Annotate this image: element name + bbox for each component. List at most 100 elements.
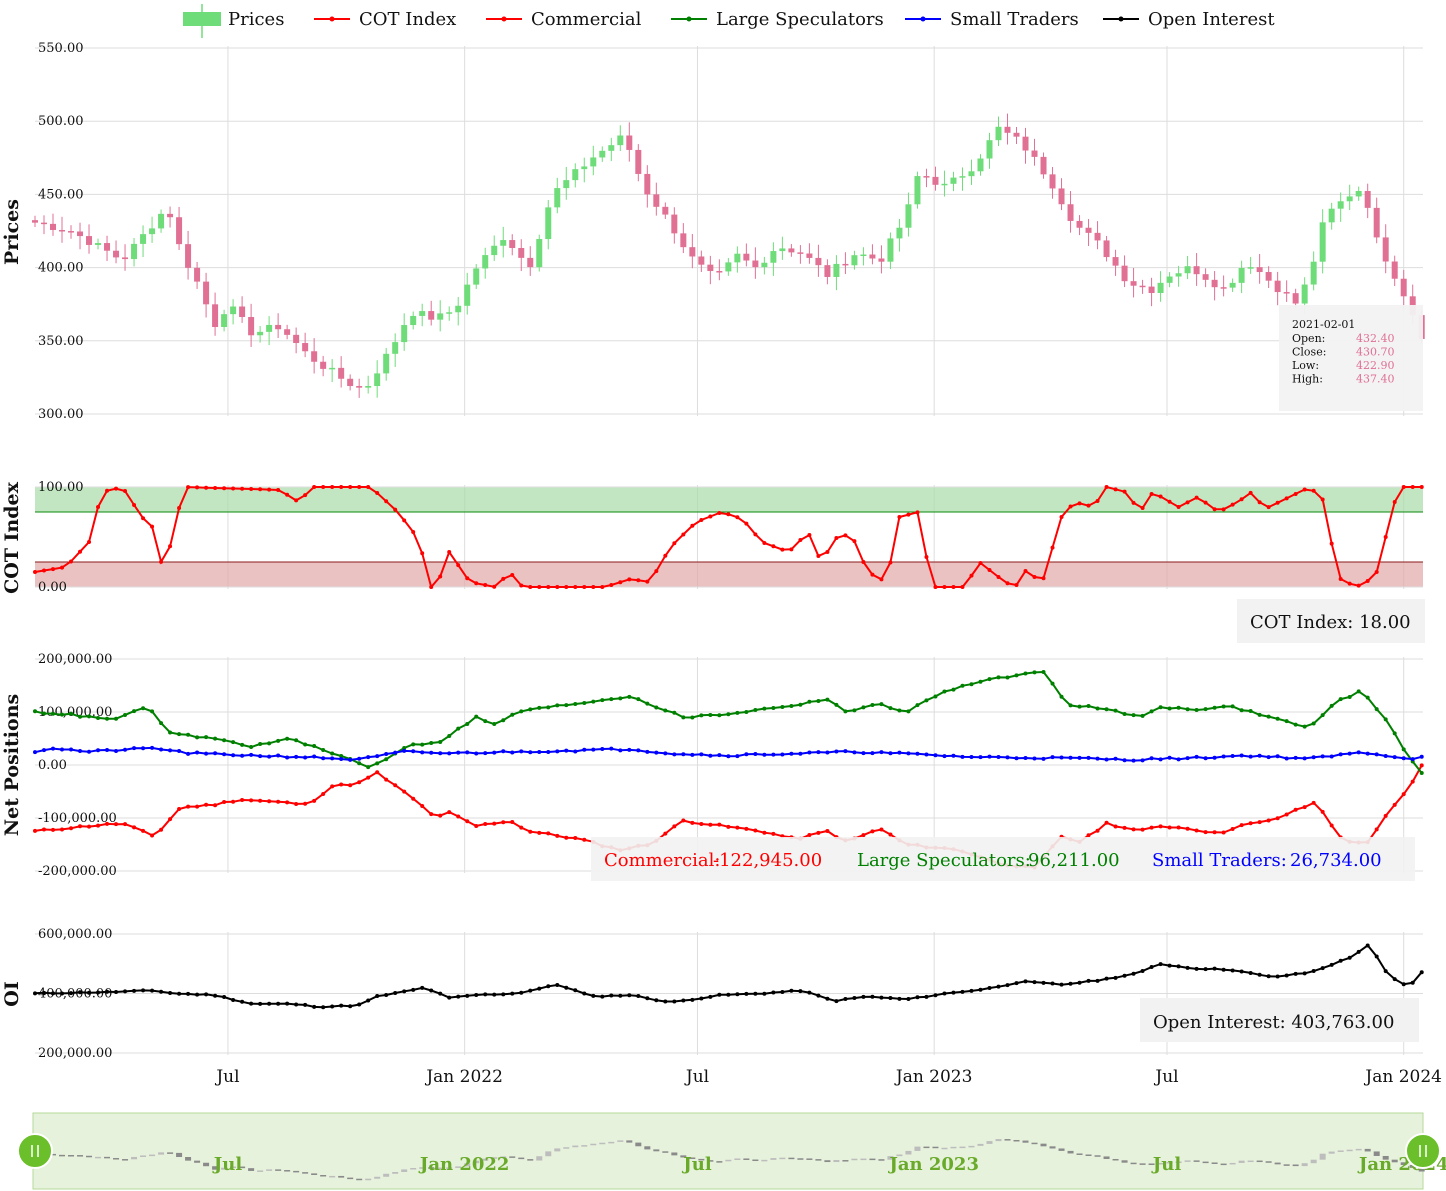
candle[interactable] xyxy=(788,244,795,257)
candle[interactable] xyxy=(1382,224,1389,274)
candle[interactable] xyxy=(887,232,894,270)
candle[interactable] xyxy=(914,171,921,209)
candle[interactable] xyxy=(203,272,210,318)
candle[interactable] xyxy=(176,206,183,250)
candle[interactable] xyxy=(131,238,138,267)
navigator-handle-right[interactable] xyxy=(1405,1133,1441,1169)
candle[interactable] xyxy=(563,166,570,200)
candle[interactable] xyxy=(482,247,489,279)
candle[interactable] xyxy=(1184,255,1191,280)
candle[interactable] xyxy=(230,299,237,325)
candle[interactable] xyxy=(1004,113,1011,145)
candle[interactable] xyxy=(32,215,38,228)
navigator-handle-left[interactable] xyxy=(17,1133,53,1169)
candle[interactable] xyxy=(1220,275,1227,297)
candle[interactable] xyxy=(158,209,165,233)
candle[interactable] xyxy=(833,255,840,291)
candle[interactable] xyxy=(905,192,912,237)
candle[interactable] xyxy=(941,170,948,197)
candle[interactable] xyxy=(536,234,543,272)
candle[interactable] xyxy=(149,216,156,243)
candle[interactable] xyxy=(662,202,669,219)
candle[interactable] xyxy=(842,252,849,275)
candle[interactable] xyxy=(1238,260,1245,294)
candle[interactable] xyxy=(347,374,354,391)
candle[interactable] xyxy=(779,236,786,260)
candle[interactable] xyxy=(950,171,957,192)
candle[interactable] xyxy=(1049,167,1056,199)
candle[interactable] xyxy=(221,309,228,332)
candle[interactable] xyxy=(428,300,435,326)
candle[interactable] xyxy=(239,296,246,323)
candle[interactable] xyxy=(851,250,858,270)
candle[interactable] xyxy=(815,244,822,277)
candle[interactable] xyxy=(212,292,219,336)
candle[interactable] xyxy=(1031,138,1038,166)
candle[interactable] xyxy=(275,313,282,339)
candle[interactable] xyxy=(1067,191,1074,233)
candle[interactable] xyxy=(1130,268,1137,298)
candle[interactable] xyxy=(518,239,525,272)
candle[interactable] xyxy=(1094,221,1101,250)
candle[interactable] xyxy=(50,213,57,236)
candle[interactable] xyxy=(509,234,516,256)
candle[interactable] xyxy=(59,216,66,243)
candle[interactable] xyxy=(617,125,624,152)
candle[interactable] xyxy=(338,356,345,388)
candle[interactable] xyxy=(104,235,111,261)
candle[interactable] xyxy=(1256,254,1263,284)
candle[interactable] xyxy=(311,338,318,374)
candle[interactable] xyxy=(302,332,309,358)
range-navigator[interactable]: Jul Jan 2022 Jul Jan 2023 Jul Jan 2024 xyxy=(17,1112,1446,1190)
candle[interactable] xyxy=(545,200,552,250)
candle[interactable] xyxy=(383,347,390,381)
candle[interactable] xyxy=(734,246,741,273)
candle[interactable] xyxy=(1373,197,1380,244)
candle[interactable] xyxy=(140,225,147,258)
legend-item-open-interest[interactable]: Open Interest xyxy=(1103,9,1275,30)
candle[interactable] xyxy=(653,182,660,216)
candle[interactable] xyxy=(167,206,174,228)
candle[interactable] xyxy=(1265,266,1272,288)
candle[interactable] xyxy=(419,303,426,327)
candle[interactable] xyxy=(707,255,714,285)
candle[interactable] xyxy=(329,359,336,383)
candle[interactable] xyxy=(356,378,363,398)
candle[interactable] xyxy=(446,306,453,321)
candle[interactable] xyxy=(1310,251,1317,291)
candle[interactable] xyxy=(41,215,48,235)
candle[interactable] xyxy=(1229,278,1236,293)
legend-item-prices[interactable]: Prices xyxy=(183,4,284,38)
candle[interactable] xyxy=(869,244,876,265)
candle[interactable] xyxy=(995,116,1002,147)
candle[interactable] xyxy=(977,154,984,176)
candle[interactable] xyxy=(1175,265,1182,287)
candle[interactable] xyxy=(437,300,444,332)
candle[interactable] xyxy=(1364,183,1371,219)
candle[interactable] xyxy=(1283,280,1290,302)
candle[interactable] xyxy=(185,230,192,280)
legend-item-cot-index[interactable]: COT Index xyxy=(314,9,456,30)
candle[interactable] xyxy=(770,242,777,276)
candle[interactable] xyxy=(1040,152,1047,179)
candle[interactable] xyxy=(374,360,381,398)
candle[interactable] xyxy=(1193,253,1200,286)
candle[interactable] xyxy=(392,333,399,367)
candle[interactable] xyxy=(743,243,750,267)
candle[interactable] xyxy=(761,256,768,275)
candle[interactable] xyxy=(113,240,120,264)
candle[interactable] xyxy=(68,225,75,239)
legend-item-large-speculators[interactable]: Large Speculators xyxy=(671,9,884,30)
candle[interactable] xyxy=(365,375,372,394)
candle[interactable] xyxy=(1211,271,1218,301)
candle[interactable] xyxy=(500,226,507,258)
candle[interactable] xyxy=(824,259,831,285)
candle[interactable] xyxy=(671,207,678,244)
candle[interactable] xyxy=(797,245,804,264)
candle[interactable] xyxy=(1346,184,1353,211)
candle[interactable] xyxy=(1148,277,1155,307)
candle[interactable] xyxy=(1076,215,1083,236)
legend-item-small-traders[interactable]: Small Traders xyxy=(905,9,1079,30)
candle[interactable] xyxy=(95,238,102,250)
